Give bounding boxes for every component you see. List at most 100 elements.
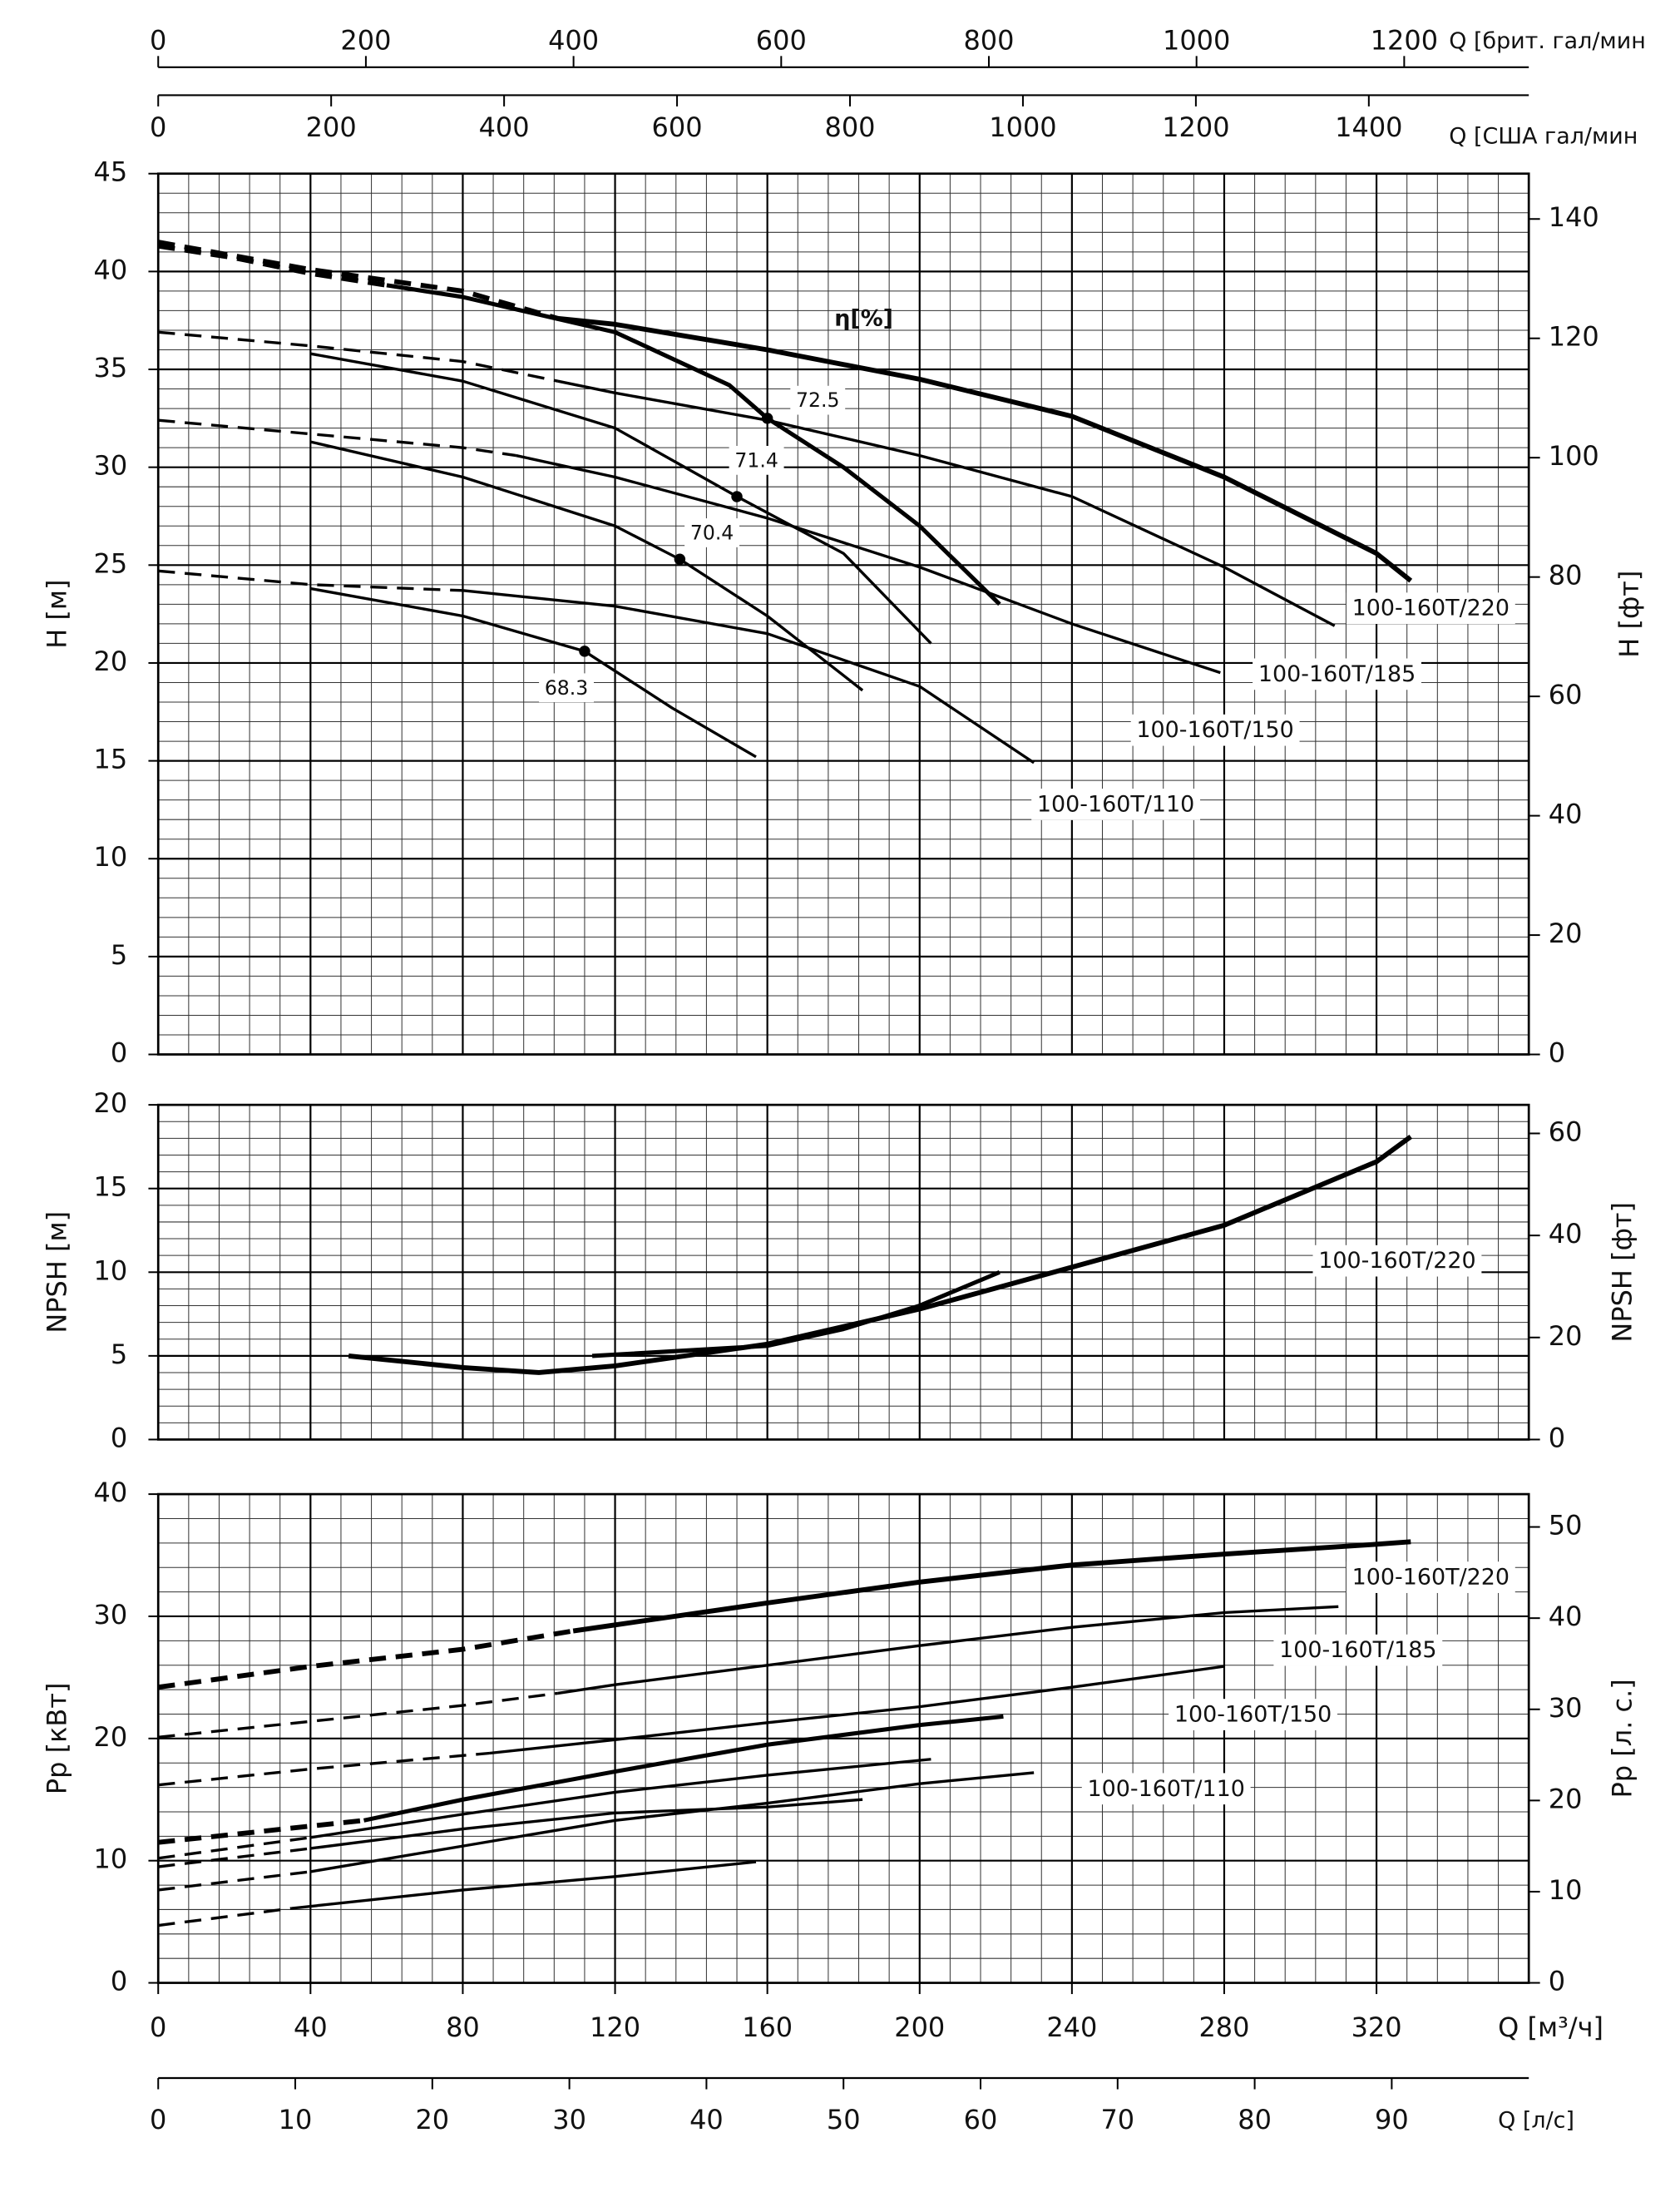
curve-label: 100-160T/150 — [1174, 1702, 1332, 1728]
curve — [158, 1907, 292, 1927]
y2-tick-label: 40 — [1549, 1601, 1583, 1632]
curve-label-group: 100-160T/150 — [1169, 1699, 1338, 1730]
y-tick-label: 30 — [94, 450, 128, 482]
secondary-tick-label: 200 — [306, 111, 357, 143]
curve — [462, 589, 1035, 765]
curve — [310, 1758, 931, 1839]
secondary-tick-label: 50 — [827, 2104, 861, 2135]
curve-label-group: 100-160T/185 — [1273, 1634, 1443, 1666]
y2-tick-label: 20 — [1549, 918, 1583, 949]
secondary-tick-label: 40 — [689, 2104, 724, 2135]
curve-label-box — [1253, 658, 1422, 690]
curve-label: 100-160T/185 — [1279, 1637, 1436, 1663]
y-tick-label: 15 — [94, 744, 128, 775]
efficiency-point — [674, 553, 686, 565]
secondary-tick-label: 0 — [150, 2104, 166, 2135]
secondary-axis-label: Q [л/с] — [1498, 2108, 1574, 2134]
secondary-tick-label: 30 — [552, 2104, 586, 2135]
y-tick-label: 20 — [94, 1721, 128, 1753]
secondary-tick-label: 80 — [1238, 2104, 1272, 2135]
curve — [557, 1605, 1339, 1695]
y2-tick-label: 40 — [1549, 1218, 1583, 1249]
secondary-tick-label: 600 — [652, 111, 703, 143]
curve-label-group: 100-160T/220 — [1346, 592, 1515, 625]
x-tick-label: 200 — [894, 2011, 945, 2043]
y2-tick-label: 20 — [1549, 1320, 1583, 1352]
y2-axis-label: NPSH [фт] — [1607, 1202, 1638, 1343]
y2-tick-label: 10 — [1549, 1874, 1583, 1906]
secondary-tick-label: 400 — [479, 111, 530, 143]
curve — [310, 586, 757, 759]
efficiency-label-box — [684, 518, 740, 547]
curve — [310, 1798, 863, 1850]
secondary-tick-label: 0 — [150, 24, 166, 56]
secondary-axis-label: Q [брит. гал/мин — [1449, 28, 1646, 54]
secondary-tick-label: 200 — [340, 24, 391, 56]
efficiency-point — [761, 413, 773, 424]
y2-tick-label: 0 — [1549, 1037, 1565, 1069]
y-tick-label: 5 — [111, 939, 127, 971]
efficiency-label: 71.4 — [734, 448, 778, 472]
curve-label-box — [1346, 1561, 1515, 1593]
efficiency-point — [731, 491, 743, 502]
y-tick-label: 10 — [94, 841, 128, 873]
y2-axis-label: H [фт] — [1613, 571, 1645, 658]
secondary-tick-label: 60 — [964, 2104, 998, 2135]
curve-label: 100-160T/150 — [1136, 717, 1293, 743]
efficiency-label-group: 70.4 — [684, 518, 740, 547]
curve — [386, 283, 1001, 606]
x-axis-label: Q [м³/ч] — [1498, 2011, 1603, 2043]
y-tick-label: 0 — [111, 1037, 127, 1069]
curve — [158, 418, 516, 458]
y-tick-label: 40 — [94, 254, 128, 285]
y-tick-label: 45 — [94, 156, 128, 188]
efficiency-label-box — [729, 446, 784, 475]
y-axis-label: NPSH [м] — [42, 1211, 73, 1334]
y-axis-label: Pp [кВт] — [42, 1683, 73, 1795]
secondary-tick-label: 800 — [963, 24, 1014, 56]
secondary-tick-label: 400 — [548, 24, 599, 56]
secondary-tick-label: 1400 — [1335, 111, 1402, 143]
annotation: η[%] — [834, 305, 893, 331]
y-tick-label: 20 — [94, 1087, 128, 1119]
secondary-axis-label: Q [США гал/мин — [1449, 123, 1638, 149]
curve-label-box — [1130, 714, 1300, 746]
y-tick-label: 20 — [94, 646, 128, 677]
secondary-tick-label: 20 — [415, 2104, 449, 2135]
y2-tick-label: 30 — [1549, 1692, 1583, 1724]
efficiency-label: 70.4 — [690, 521, 734, 544]
efficiency-label-group: 71.4 — [729, 446, 784, 475]
x-tick-label: 80 — [446, 2011, 480, 2043]
curve — [158, 569, 463, 592]
curve — [363, 1714, 1004, 1823]
x-tick-label: 320 — [1351, 2011, 1402, 2043]
y-tick-label: 10 — [94, 1254, 128, 1286]
y2-tick-label: 80 — [1549, 560, 1583, 591]
curve — [557, 315, 1413, 583]
y-tick-label: 25 — [94, 547, 128, 579]
secondary-tick-label: 1200 — [1371, 24, 1438, 56]
x-tick-label: 240 — [1046, 2011, 1097, 2043]
plot-frame — [156, 1103, 1530, 1441]
y2-tick-label: 20 — [1549, 1783, 1583, 1814]
curve-label-box — [1031, 789, 1201, 820]
curve-label-group: 100-160T/110 — [1031, 789, 1201, 820]
y2-axis-label: Pp [л. с.] — [1607, 1679, 1638, 1798]
curve-label-box — [1312, 1245, 1482, 1277]
curve — [516, 453, 1221, 675]
secondary-tick-label: 90 — [1375, 2104, 1409, 2135]
efficiency-point — [579, 646, 590, 657]
efficiency-label-box — [790, 385, 846, 415]
x-tick-label: 40 — [294, 2011, 328, 2043]
curve-label: 100-160T/110 — [1088, 1776, 1245, 1802]
efficiency-label: 72.5 — [796, 388, 839, 412]
curve — [158, 1836, 311, 1860]
curve — [310, 1771, 1035, 1873]
y-tick-label: 40 — [94, 1477, 128, 1508]
y2-tick-label: 100 — [1549, 440, 1599, 472]
curve — [489, 1665, 1225, 1755]
curve-label-group: 100-160T/220 — [1312, 1245, 1482, 1277]
curve — [591, 1269, 1001, 1358]
